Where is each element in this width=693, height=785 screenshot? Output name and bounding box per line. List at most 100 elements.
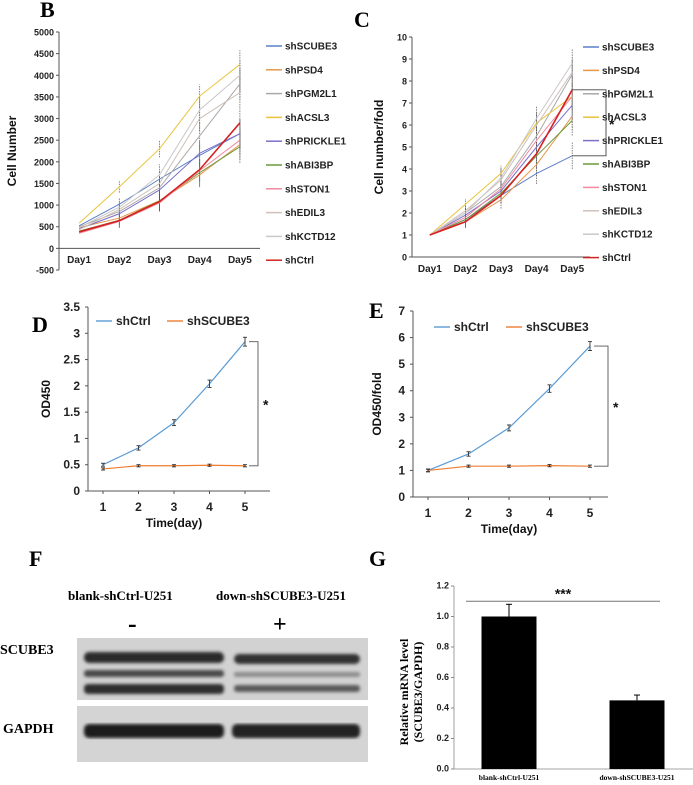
blot-lane-mark-ctrl: - xyxy=(128,609,137,638)
blot-lane-label-scube3: down-shSCUBE3-U251 xyxy=(216,588,346,603)
panel-c-y-tick-label: 2 xyxy=(402,209,407,219)
panel-label-b: B xyxy=(40,0,55,22)
panel-label-d: D xyxy=(32,312,48,337)
blot-lane-mark-scube3: + xyxy=(273,612,287,638)
panel-c-legend-label: shPRICKLE1 xyxy=(602,136,664,147)
panel-d-y-tick-label: 3.5 xyxy=(63,300,80,314)
panel-e-y-tick-label: 0 xyxy=(398,490,405,504)
panel-e-significance-bracket xyxy=(594,345,609,467)
panel-e-y-tick-label: 1 xyxy=(398,463,405,477)
blot-bands-scube3 xyxy=(84,652,360,694)
panel-b-legend-label: shPSD4 xyxy=(285,65,323,76)
panel-c-series-line xyxy=(429,120,573,236)
panel-c-significance-star: * xyxy=(609,116,615,132)
panel-c-x-tick-label: Day2 xyxy=(453,264,477,275)
panel-d-significance-star: * xyxy=(263,397,269,413)
panel-d-y-tick-label: 2 xyxy=(73,379,80,393)
panel-e-y-tick-label: 5 xyxy=(398,357,405,371)
panel-d-y-tick-label: 0.5 xyxy=(63,458,80,472)
panel-c-y-tick-label: 10 xyxy=(397,33,407,43)
panel-e-x-axis-title: Time(day) xyxy=(481,522,537,536)
panel-b-series-line xyxy=(78,64,241,224)
panel-b-y-tick-label: 3000 xyxy=(34,114,54,124)
panel-e-x-tick-label: 5 xyxy=(587,506,594,520)
panel-e-legend-label: shCtrl xyxy=(454,320,489,334)
panel-b-y-tick-label: 1500 xyxy=(34,179,54,189)
panel-b-series-line xyxy=(78,133,241,227)
panel-c-legend-label: shPGM2L1 xyxy=(602,89,654,100)
panel-d-line-chart: 0 0.5 1 1.5 2 2.5 3 3.5 1 2 3 4 5 Time(day) OD450 shCtr… xyxy=(39,300,270,530)
panel-b-legend-label: shACSL3 xyxy=(285,113,330,124)
panel-g-y-tick-label: 0.6 xyxy=(436,672,449,682)
panel-e-x-tick-label: 3 xyxy=(506,506,513,520)
panel-e-y-tick-label: 4 xyxy=(398,384,405,398)
panel-c-y-axis-title: Cell number/fold xyxy=(372,100,386,195)
panel-b-series-line xyxy=(78,122,241,233)
panel-b-y-tick-label: 0 xyxy=(49,244,54,254)
panel-b-legend-label: shABI3BP xyxy=(285,161,334,172)
panel-d-y-tick-label: 0 xyxy=(73,484,80,498)
panel-d-legend-label: shCtrl xyxy=(116,314,151,328)
panel-c-line-chart: 0 1 2 3 4 5 6 7 8 9 10 Day1 Day2 Day3 Day4 Day5 Cell num… xyxy=(372,33,664,276)
panel-g-significance-stars: *** xyxy=(555,585,572,601)
panel-b-y-tick-label: 2000 xyxy=(34,157,54,167)
panel-g-y-tick-label: 0.0 xyxy=(436,764,449,774)
panel-c-series-line xyxy=(429,63,573,236)
panel-b-y-tick-label: 1000 xyxy=(34,201,54,211)
panel-c-series-line xyxy=(429,89,573,236)
panel-c-series-line xyxy=(429,74,573,236)
panel-g-y-tick-label: 0.2 xyxy=(436,733,449,743)
panel-g-ylabel-line1: Relative mRNA level xyxy=(397,638,411,745)
panel-b-legend-label: shCtrl xyxy=(285,256,314,267)
panel-e-line-chart: 0 1 2 3 4 5 6 7 1 2 3 4 5 Time(day) OD450/fold shCtrl sh… xyxy=(370,304,619,536)
panel-e-y-axis-title: OD450/fold xyxy=(370,372,384,435)
panel-c-legend-label: shABI3BP xyxy=(602,160,651,171)
panel-g-x-tick-label: blank-shCtrl-U251 xyxy=(479,773,540,782)
panel-d-y-axis-title: OD450 xyxy=(39,380,53,418)
panel-c-y-tick-label: 3 xyxy=(402,187,407,197)
panel-e-series-line xyxy=(427,345,591,471)
panel-d-y-tick-label: 3 xyxy=(73,326,80,340)
panel-d-y-tick-label: 2.5 xyxy=(63,353,80,367)
panel-c-legend-label: shACSL3 xyxy=(602,113,647,124)
panel-c-x-tick-label: Day5 xyxy=(560,264,584,275)
panel-g-x-tick-label: down-shSCUBE3-U251 xyxy=(599,773,674,782)
panel-e-y-tick-label: 3 xyxy=(398,410,405,424)
panel-c-legend-label: shPSD4 xyxy=(602,66,640,77)
panel-e-x-tick-label: 1 xyxy=(425,506,432,520)
panel-c-y-tick-label: 1 xyxy=(402,231,407,241)
panel-label-f: F xyxy=(29,546,42,571)
panel-g-bar xyxy=(609,700,665,769)
panel-e-x-tick-label: 4 xyxy=(546,506,553,520)
panel-b-series-line xyxy=(78,92,241,231)
panel-d-series-line xyxy=(102,341,246,466)
panel-b-y-tick-label: 5000 xyxy=(34,28,54,38)
panel-c-y-tick-label: 4 xyxy=(402,165,407,175)
panel-c-legend-label: shSCUBE3 xyxy=(602,43,655,54)
panel-c-series-line xyxy=(429,95,573,236)
panel-b-legend-label: shPRICKLE1 xyxy=(285,137,347,148)
panel-e-legend-label: shSCUBE3 xyxy=(526,320,589,334)
panel-b-x-tick-label: Day1 xyxy=(67,255,91,266)
panel-label-g: G xyxy=(369,546,386,571)
panel-e-y-tick-label: 7 xyxy=(398,304,405,318)
panel-b-y-tick-label: -500 xyxy=(36,266,54,276)
panel-c-legend-label: shSTON1 xyxy=(602,183,647,194)
panel-b-x-tick-label: Day2 xyxy=(107,255,131,266)
panel-b-legend-label: shSCUBE3 xyxy=(285,42,338,53)
panel-c-legend-label: shCtrl xyxy=(602,253,631,264)
panel-d-x-tick-label: 1 xyxy=(100,500,107,514)
panel-e-significance-star: * xyxy=(613,399,619,415)
panel-d-significance-bracket xyxy=(249,341,259,467)
blot-lane-label-ctrl: blank-shCtrl-U251 xyxy=(68,588,173,603)
panel-b-series-line xyxy=(78,74,241,229)
panel-c-legend-label: shEDIL3 xyxy=(602,206,642,217)
panel-d-x-tick-label: 4 xyxy=(206,500,213,514)
panel-g-bar-chart: 0.0 0.2 0.4 0.6 0.8 1.0 1.2 blank-shCtrl-U251 do… xyxy=(436,581,693,782)
panel-g-y-tick-label: 1.0 xyxy=(436,611,449,621)
panel-d-x-tick-label: 5 xyxy=(242,500,249,514)
panel-b-y-axis-title: Cell Number xyxy=(5,115,19,186)
panel-b-x-tick-label: Day3 xyxy=(148,255,172,266)
panel-c-legend-label: shKCTD12 xyxy=(602,230,653,241)
